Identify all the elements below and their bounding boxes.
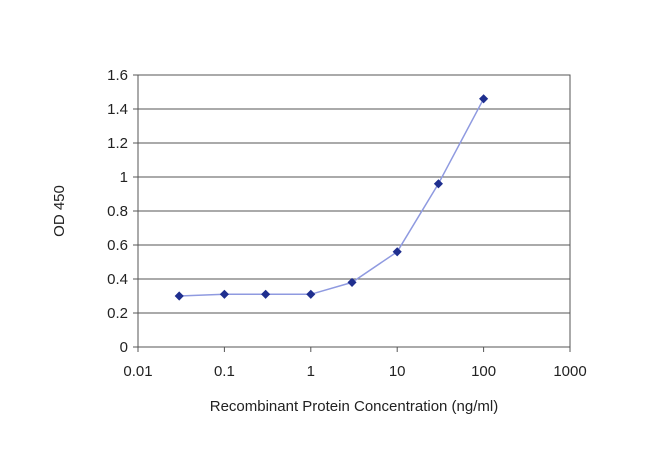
y-tick-label: 0 xyxy=(120,339,128,356)
data-point xyxy=(306,289,316,299)
axes: 0 0.2 0.4 0.6 0.8 1 1.2 1.4 1.6 0.01 0.1 1 10 100 1000 xyxy=(107,67,587,380)
x-tick-label: 100 xyxy=(471,363,496,380)
y-tick-label: 1 xyxy=(120,169,128,186)
data-point xyxy=(392,247,402,257)
y-tick-label: 0.8 xyxy=(107,203,128,220)
x-tick-label: 10 xyxy=(389,363,406,380)
x-axis-label: Recombinant Protein Concentration (ng/ml… xyxy=(210,398,498,415)
x-tick-label: 0.1 xyxy=(214,363,235,380)
series-line xyxy=(179,98,485,297)
data-point xyxy=(433,179,443,189)
data-point xyxy=(479,94,489,104)
data-series xyxy=(174,94,489,301)
y-tick-label: 1.6 xyxy=(107,67,128,84)
y-tick-label: 0.2 xyxy=(107,305,128,322)
data-point xyxy=(347,277,357,287)
y-axis-label: OD 450 xyxy=(51,185,68,237)
x-tick-label: 0.01 xyxy=(123,363,152,380)
data-point xyxy=(261,289,271,299)
y-tick-label: 0.4 xyxy=(107,271,128,288)
y-tick-label: 1.4 xyxy=(107,101,128,118)
x-tick-label: 1000 xyxy=(553,363,586,380)
data-point xyxy=(219,289,229,299)
gridlines xyxy=(138,108,570,314)
y-tick-label: 1.2 xyxy=(107,135,128,152)
x-tick-label: 1 xyxy=(307,363,315,380)
y-tick-label: 0.6 xyxy=(107,237,128,254)
data-point xyxy=(174,291,184,301)
